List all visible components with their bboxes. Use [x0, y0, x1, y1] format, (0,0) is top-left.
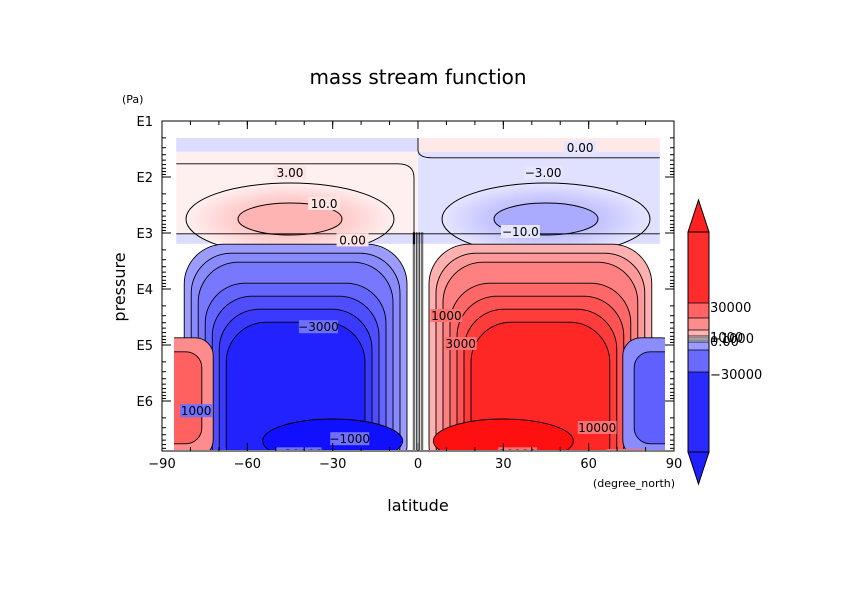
y-axis: E1 E2 E3 E4 E5 E6 [137, 115, 674, 449]
colorbar-segment [688, 232, 709, 303]
x-tick-label: −60 [234, 457, 261, 472]
y-tick-label: E3 [137, 227, 154, 242]
colorbar-segment [688, 340, 709, 342]
contour-label: 0.00 [567, 141, 594, 155]
contour-label-bg [330, 432, 370, 446]
y-tick-label: E4 [137, 283, 154, 298]
colorbar-tick-label: 1000 [710, 331, 743, 346]
colorbar-tick-label: −30000 [710, 368, 762, 383]
colorbar-segment [688, 372, 709, 452]
contour-label: 0.00 [339, 233, 366, 247]
colorbar-segment [688, 338, 709, 340]
colorbar-segment [688, 330, 709, 336]
x-units: (degree_north) [593, 477, 675, 490]
contour-label: 10.0 [311, 197, 338, 211]
cell-upper-south-core [237, 202, 343, 236]
contour-label: 10000 [578, 421, 616, 435]
colorbar-tick-label: 0.00 [710, 335, 739, 350]
contour-label-bg [498, 447, 538, 450]
contour-label-bg [606, 449, 646, 450]
contour-label: 3000 [445, 337, 476, 351]
contour-label-bg [500, 225, 540, 238]
x-tick-label: −90 [148, 457, 175, 472]
x-tick-label: 30 [495, 457, 512, 472]
cell-main-north-level [470, 321, 611, 450]
chart-title: mass stream function [309, 65, 526, 89]
colorbar-frame [687, 231, 710, 453]
colorbar-segment [688, 342, 709, 350]
contour-label-bg [274, 166, 306, 180]
contour-label: −10.0 [502, 225, 539, 239]
contour-label: −3000 [298, 320, 339, 334]
contour-label: 1000 [431, 309, 462, 323]
contour-label-bg [275, 447, 322, 450]
y-units: (Pa) [122, 93, 143, 106]
x-tick-label: 60 [580, 457, 597, 472]
cell-main-north-core [432, 418, 574, 450]
colorbar-tick-label: 30000 [710, 301, 751, 316]
cell-polar-north-core [633, 351, 665, 445]
x-axis: −90 −60 −30 0 30 60 90 [148, 121, 682, 472]
contour-label: −1000 [329, 432, 370, 446]
cell-main-south-level [225, 321, 366, 450]
y-tick-label: E2 [137, 171, 154, 186]
colorbar-segment [688, 336, 709, 338]
y-axis-label: pressure [110, 252, 129, 321]
colorbar-segment [688, 350, 709, 372]
zero-contour-upper [176, 163, 415, 245]
contour-label-bg [298, 320, 338, 334]
contour-label-bg [577, 421, 617, 434]
contour-label: 30000 [498, 447, 536, 461]
contour-label: −30000 [274, 447, 322, 461]
y-tick-label: E1 [137, 115, 154, 130]
contour-label-bg [430, 309, 463, 322]
contour-label-bg [180, 404, 213, 418]
contour-label: 1000 [181, 404, 212, 418]
plot-area: 0.00 −3.00 3.00 10.0 −10.0 0.00 −3000 1000 3000 1… [174, 138, 665, 463]
colorbar-extend-top [687, 198, 710, 233]
colorbar-segment [688, 318, 709, 330]
field-top-north [418, 138, 660, 152]
field-top-south [176, 138, 418, 152]
colorbar: 30000 10000.00−1000 −30000 [687, 198, 762, 486]
colorbar-extend-bottom [687, 451, 710, 486]
y-tick-label: E5 [137, 339, 154, 354]
x-tick-label: −30 [319, 457, 346, 472]
contour-label-bg [444, 337, 477, 350]
colorbar-tick-label: −1000 [710, 332, 754, 347]
zero-contour-top [417, 138, 660, 159]
x-tick-label: 90 [666, 457, 683, 472]
cell-polar-south-core [174, 351, 203, 445]
contour-label-bg [336, 233, 369, 247]
contour-label: 3.00 [277, 166, 304, 180]
colorbar-segment [688, 303, 709, 318]
contour-label-bg [523, 166, 563, 180]
contour-label: −1000 [605, 449, 646, 463]
x-tick-label: 0 [414, 457, 422, 472]
x-axis-label: latitude [387, 496, 448, 515]
contour-label: −3.00 [525, 166, 562, 180]
contour-label-bg [564, 141, 597, 154]
contour-label-bg [308, 197, 341, 210]
y-tick-label: E6 [137, 395, 154, 410]
